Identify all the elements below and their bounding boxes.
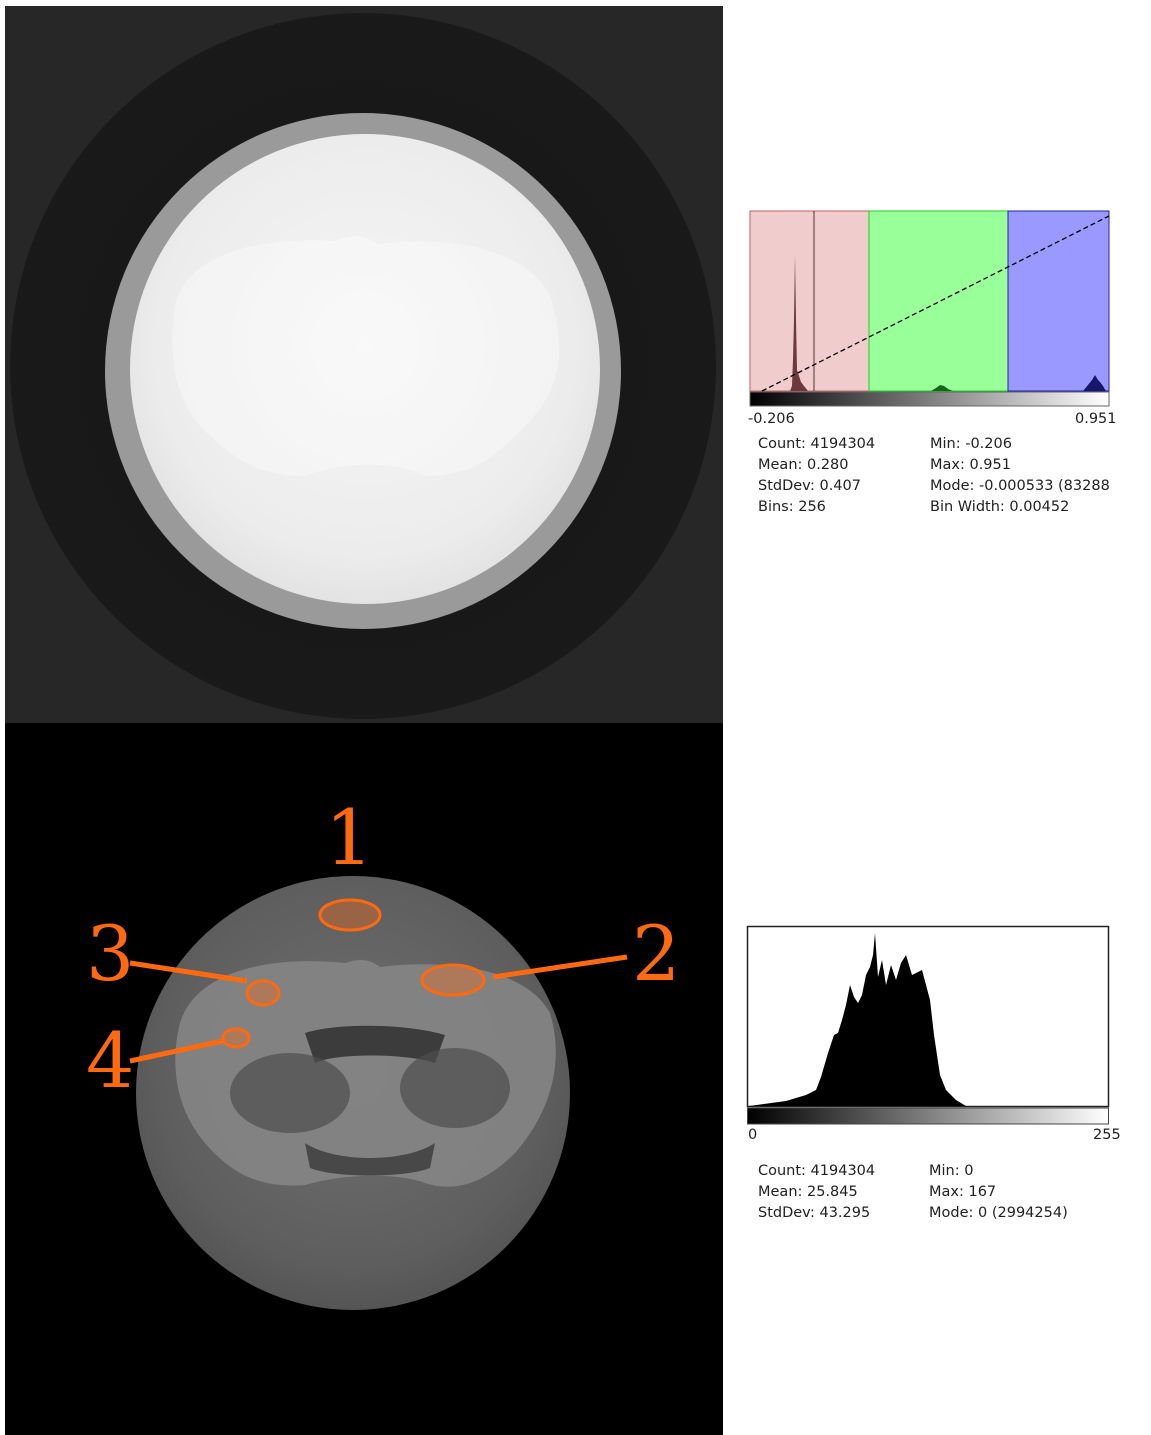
histogram-bottom [746, 925, 1110, 1125]
histogram-top [749, 210, 1110, 407]
hist-top-mode: Mode: -0.000533 (83288 [930, 478, 1110, 494]
region-green [868, 210, 1009, 392]
roi-ellipse-2 [420, 963, 486, 997]
hist-top-max-label: 0.951 [1075, 411, 1117, 427]
sample-disc [130, 134, 600, 604]
roi-ellipse-1 [318, 898, 382, 932]
annotation-label-3: 3 [86, 909, 135, 998]
hist-top-bins: Bins: 256 [758, 499, 826, 515]
ct-slice-processed-image [5, 723, 723, 1435]
roi-ellipse-3 [245, 979, 281, 1007]
hist-peak-green [931, 385, 953, 391]
hist-top-min: Min: -0.206 [930, 436, 1012, 452]
lut-diagonal [761, 215, 1110, 392]
annotation-label-4: 4 [86, 1016, 135, 1105]
hist-peak-blue [1083, 375, 1106, 391]
hist-bottom-max-label: 255 [1093, 1127, 1121, 1143]
leader-line-4 [129, 1038, 224, 1064]
hist-top-stddev: StdDev: 0.407 [758, 478, 861, 494]
hist-bottom-max: Max: 167 [929, 1184, 997, 1200]
hist-peak-red [790, 255, 808, 391]
annotation-label-1: 1 [325, 793, 374, 882]
roi-ellipse-4 [221, 1027, 251, 1049]
hist-bottom-min: Min: 0 [929, 1163, 974, 1179]
gray-ramp-bar-bottom [747, 1107, 1109, 1125]
region-red [749, 210, 870, 392]
hist-bottom-mode: Mode: 0 (2994254) [929, 1205, 1068, 1221]
hist-bottom-stddev: StdDev: 43.295 [758, 1205, 871, 1221]
region-blue [1007, 210, 1110, 392]
ct-slice-raw-image [5, 6, 723, 723]
hist-top-bin-width: Bin Width: 0.00452 [930, 499, 1070, 515]
brain-outline-faint [172, 236, 560, 476]
annotation-label-2: 2 [632, 909, 681, 998]
hist-bottom-min-label: 0 [748, 1127, 758, 1143]
brain-section [129, 898, 628, 1187]
hist-top-count: Count: 4194304 [758, 436, 876, 452]
leader-line-3 [129, 960, 248, 984]
hist-bottom-curve [749, 933, 966, 1106]
hist-top-max: Max: 0.951 [930, 457, 1011, 473]
hist-bottom-count: Count: 4194304 [758, 1163, 876, 1179]
gray-ramp-bar [749, 391, 1110, 407]
leader-line-2 [492, 954, 628, 980]
hist-bottom-mean: Mean: 25.845 [758, 1184, 858, 1200]
hist-top-min-label: -0.206 [748, 411, 795, 427]
hist-top-mean: Mean: 0.280 [758, 457, 849, 473]
